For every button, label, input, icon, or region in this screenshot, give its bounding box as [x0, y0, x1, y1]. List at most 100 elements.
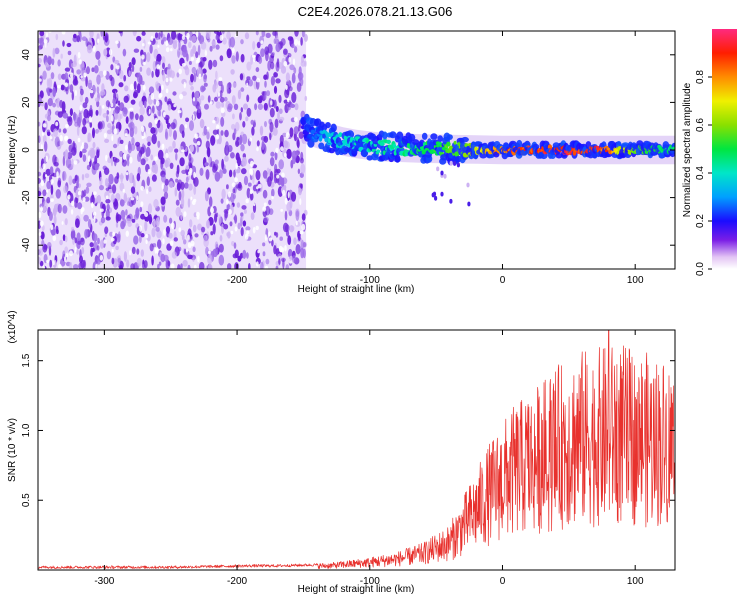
noise-gap: [57, 85, 61, 89]
noise-blob: [163, 191, 169, 200]
noise-blob: [180, 263, 183, 269]
noise-blob: [157, 140, 161, 148]
noise-blob: [69, 84, 74, 93]
noise-blob: [228, 169, 233, 178]
noise-blob: [132, 31, 137, 37]
noise-gap: [246, 230, 250, 235]
noise-blob: [47, 242, 52, 249]
noise-blob: [91, 84, 96, 95]
noise-gap: [44, 41, 47, 48]
noise-gap: [78, 59, 82, 65]
noise-blob: [242, 249, 247, 259]
noise-gap: [74, 246, 77, 253]
noise-blob: [49, 166, 54, 175]
noise-blob: [80, 237, 84, 242]
noise-blob: [189, 144, 194, 153]
noise-gap: [294, 39, 299, 46]
noise-blob: [83, 214, 89, 222]
noise-gap: [184, 124, 188, 129]
noise-blob: [69, 108, 73, 117]
noise-blob: [282, 177, 288, 185]
noise-blob: [291, 150, 297, 160]
snr-panel: -300 -200 -100 0 100 0.5 1.0 1.5 Height of str…: [7, 310, 676, 595]
noise-blob: [128, 62, 132, 69]
noise-blob: [47, 115, 51, 122]
noise-gap: [69, 250, 73, 257]
noise-blob: [110, 156, 114, 167]
noise-blob: [293, 126, 299, 135]
noise-blob: [218, 243, 224, 253]
noise-blob: [64, 218, 68, 226]
noise-blob: [71, 158, 74, 169]
noise-blob: [251, 126, 255, 136]
noise-blob: [193, 185, 197, 196]
noise-blob: [239, 73, 244, 81]
noise-blob: [277, 253, 283, 260]
noise-gap: [284, 152, 287, 158]
noise-blob: [271, 239, 274, 247]
signal-blob: [449, 198, 453, 204]
noise-blob: [231, 95, 236, 105]
noise-blob: [48, 211, 53, 221]
noise-blob: [206, 131, 210, 140]
signal-blob: [440, 191, 444, 197]
noise-blob: [46, 57, 51, 64]
noise-blob: [95, 109, 99, 116]
noise-blob: [222, 168, 227, 174]
noise-blob: [49, 194, 54, 199]
signal-blob: [421, 132, 428, 140]
noise-blob: [80, 88, 84, 96]
noise-blob: [76, 69, 82, 75]
noise-gap: [178, 68, 182, 75]
noise-blob: [198, 261, 205, 269]
noise-gap: [281, 247, 285, 253]
noise-blob: [146, 67, 152, 76]
colorbar-tick-label: 0.6: [695, 118, 706, 132]
noise-blob: [95, 50, 101, 60]
noise-gap: [141, 135, 145, 140]
noise-blob: [287, 248, 293, 258]
noise-blob: [99, 185, 104, 191]
spectrogram-x-tick-label: 0: [500, 275, 506, 286]
noise-gap: [192, 113, 195, 121]
noise-blob: [42, 200, 48, 211]
noise-blob: [187, 264, 191, 269]
noise-blob: [110, 193, 115, 203]
noise-blob: [125, 170, 129, 181]
noise-gap: [40, 144, 43, 151]
noise-blob: [215, 101, 221, 109]
noise-blob: [62, 234, 66, 242]
noise-blob: [149, 243, 154, 252]
noise-blob: [273, 99, 277, 109]
noise-blob: [145, 150, 149, 158]
noise-blob: [98, 105, 102, 116]
noise-gap: [103, 239, 107, 244]
noise-blob: [71, 62, 74, 68]
noise-gap: [81, 144, 85, 149]
signal-blob: [430, 133, 438, 140]
noise-blob: [233, 128, 237, 136]
noise-blob: [261, 140, 265, 151]
noise-blob: [62, 40, 65, 47]
noise-blob: [246, 107, 251, 117]
noise-blob: [166, 69, 171, 76]
noise-blob: [271, 188, 275, 197]
noise-gap: [217, 92, 221, 97]
noise-blob: [212, 223, 216, 235]
snr-x-axis: -300 -200 -100 0 100: [94, 330, 644, 587]
noise-blob: [289, 225, 294, 233]
noise-gap: [295, 221, 298, 226]
noise-blob: [125, 116, 129, 124]
noise-gap: [97, 38, 100, 44]
noise-gap: [170, 48, 173, 52]
noise-gap: [140, 125, 145, 133]
noise-blob: [104, 138, 110, 143]
noise-gap: [157, 44, 160, 48]
noise-gap: [67, 194, 71, 200]
noise-blob: [181, 188, 185, 200]
noise-blob: [148, 86, 155, 94]
noise-blob: [280, 38, 286, 46]
noise-blob: [269, 107, 275, 118]
noise-blob: [148, 186, 152, 192]
